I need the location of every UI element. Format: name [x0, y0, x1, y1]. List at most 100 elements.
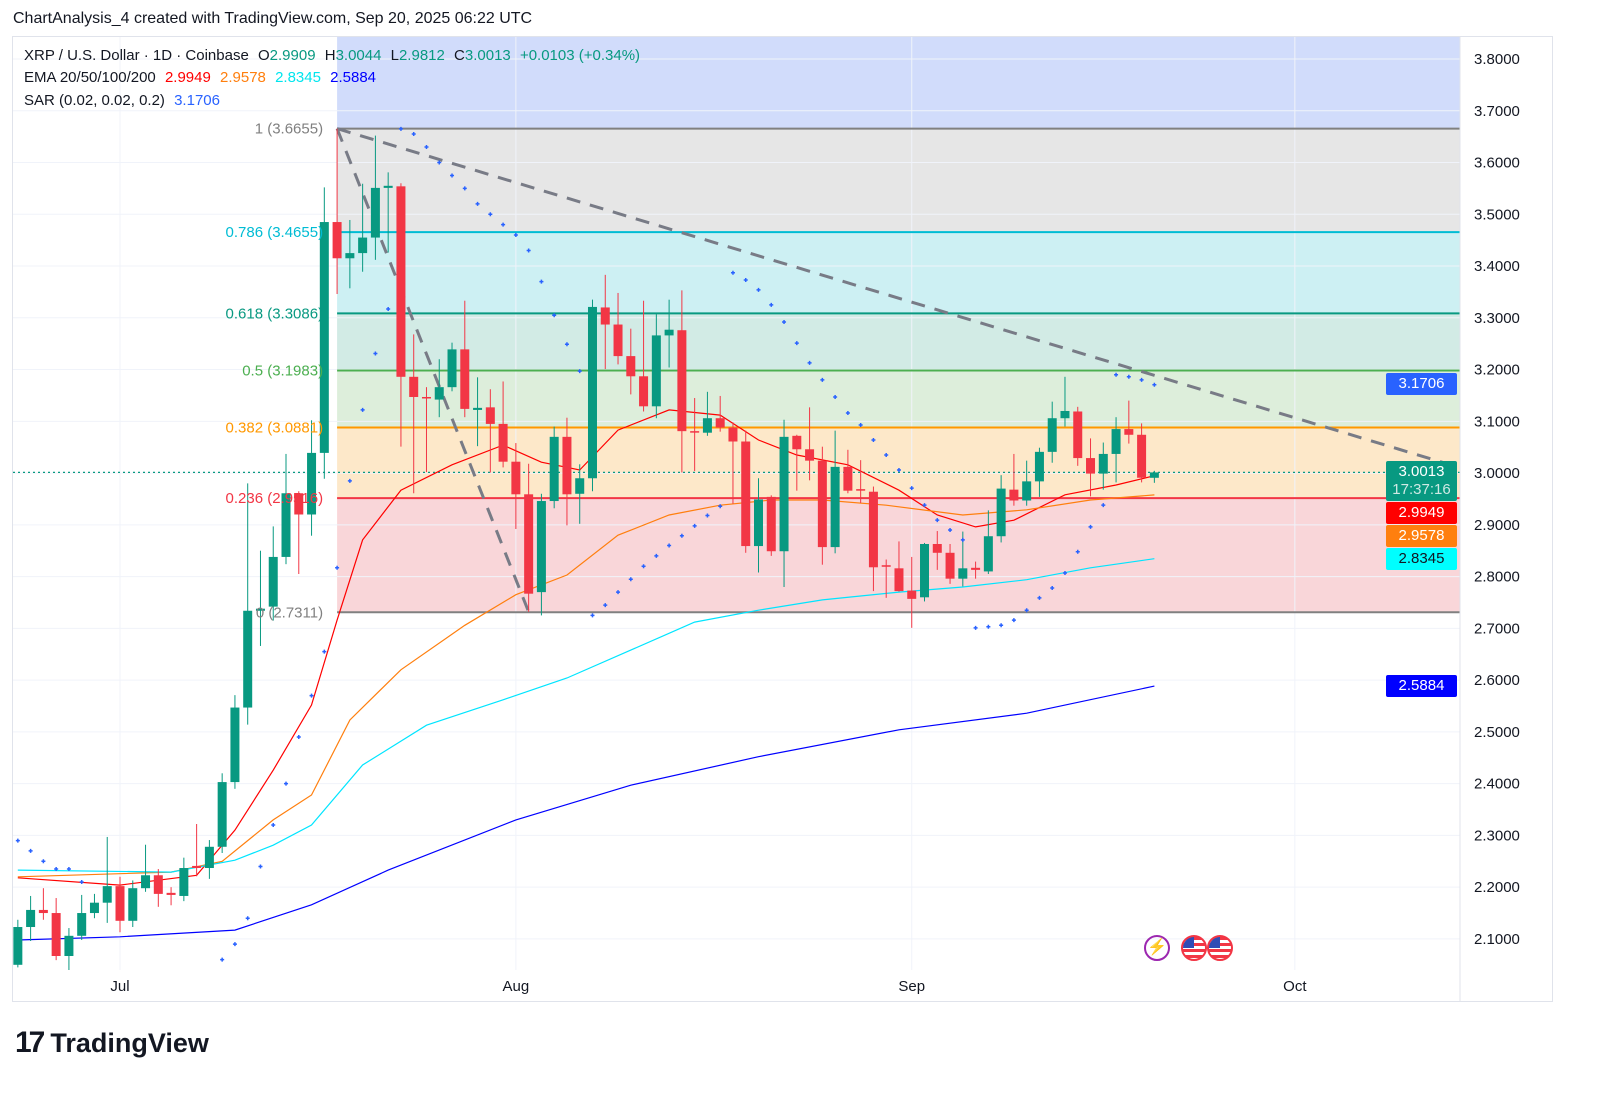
- sar-price-tag: 3.1706: [1386, 373, 1457, 395]
- open-label: O: [257, 47, 270, 64]
- candle-down: [166, 892, 176, 895]
- high-label: H: [324, 47, 336, 64]
- sar-dot: [1050, 585, 1055, 590]
- sar-dot: [335, 565, 340, 570]
- sar-dot: [845, 411, 850, 416]
- fib-level-label: 0.618 (3.3086): [226, 305, 324, 322]
- candle-down: [1137, 434, 1147, 478]
- candle-up: [345, 253, 355, 259]
- us-flag-icon[interactable]: [1181, 935, 1207, 961]
- candle-up: [13, 927, 23, 965]
- candle-up: [651, 335, 661, 407]
- sar-dot: [679, 533, 684, 538]
- sar-value: 3.1706: [174, 92, 220, 109]
- fib-zone: [337, 313, 1460, 371]
- sar-dot: [871, 437, 876, 442]
- sar-dot: [986, 624, 991, 629]
- sar-dot: [373, 351, 378, 356]
- sar-dot: [15, 838, 20, 843]
- sar-dot: [1114, 372, 1119, 377]
- sar-dot: [347, 478, 352, 483]
- fib-level-label: 0.786 (3.4655): [226, 224, 324, 241]
- sar-dot: [398, 126, 403, 131]
- candle-down: [945, 552, 955, 579]
- sar-dot: [641, 564, 646, 569]
- candle-down: [51, 913, 61, 957]
- y-tick-label: 2.6000: [1474, 672, 1520, 689]
- sar-dot: [539, 279, 544, 284]
- candle-up: [996, 488, 1006, 537]
- candle-up: [1060, 410, 1070, 419]
- candle-down: [728, 427, 738, 442]
- sar-dot: [948, 528, 953, 533]
- sar-dot: [1088, 524, 1093, 529]
- candle-up: [983, 536, 993, 572]
- sar-dot: [922, 503, 927, 508]
- sar-dot: [858, 422, 863, 427]
- lightning-icon[interactable]: ⚡: [1144, 935, 1170, 961]
- axes: 2.1000 2.2000 2.3000 2.4000 2.5000 2.6000 2.70…: [110, 36, 1520, 1002]
- fib-zone: [337, 232, 1460, 314]
- candle-down: [741, 441, 751, 547]
- low-label: L: [390, 47, 399, 64]
- y-tick-label: 3.4000: [1474, 258, 1520, 275]
- sar-dot: [730, 270, 735, 275]
- legend-sar-row[interactable]: SAR (0.02, 0.02, 0.2) 3.1706: [24, 92, 225, 109]
- x-tick-label: Aug: [503, 978, 530, 995]
- ema200-price-tag: 2.5884: [1386, 675, 1457, 697]
- sar-dot: [705, 513, 710, 518]
- candle-down: [511, 461, 521, 495]
- sar-dot: [360, 407, 365, 412]
- candle-down: [843, 466, 853, 491]
- sar-dot: [41, 859, 46, 864]
- y-tick-label: 3.6000: [1474, 155, 1520, 172]
- sar-dot: [769, 302, 774, 307]
- chart-caption: ChartAnalysis_4 created with TradingView…: [13, 10, 533, 27]
- trendline: [335, 128, 531, 613]
- candle-up: [434, 387, 444, 400]
- candle-up: [702, 418, 712, 433]
- sar-dot: [935, 518, 940, 523]
- sar-dot: [1011, 618, 1016, 623]
- sar-dots: [15, 126, 1157, 962]
- symbol-name[interactable]: XRP / U.S. Dollar · 1D · Coinbase: [24, 47, 249, 64]
- sar-dot: [220, 957, 225, 962]
- y-tick-label: 2.2000: [1474, 879, 1520, 896]
- candle-up: [102, 886, 112, 903]
- sar-dot: [488, 212, 493, 217]
- us-flag-icon[interactable]: [1207, 935, 1233, 961]
- sar-dot: [896, 467, 901, 472]
- fib-zone: [337, 427, 1460, 499]
- y-tick-label: 2.1000: [1474, 931, 1520, 948]
- ema20-price-tag: 2.9949: [1386, 502, 1457, 524]
- legend-ema-row[interactable]: EMA 20/50/100/200 2.9949 2.9578 2.8345 2…: [24, 69, 381, 86]
- sar-dot: [66, 867, 71, 872]
- ema-lines: [17, 409, 1155, 941]
- fib-levels: [13, 127, 1460, 614]
- y-tick-label: 3.7000: [1474, 103, 1520, 120]
- sar-dot: [782, 319, 787, 324]
- candle-down: [868, 491, 878, 568]
- candle-down: [856, 489, 866, 491]
- candle-up: [370, 187, 380, 238]
- sar-dot: [718, 504, 723, 509]
- candle-down: [817, 460, 827, 548]
- sar-dot: [603, 603, 608, 608]
- change-value: +0.0103 (+0.34%): [519, 47, 641, 64]
- candle-down: [409, 376, 419, 397]
- ema-line-ema200: [17, 685, 1155, 941]
- fib-zone: [337, 128, 1460, 233]
- sar-dot: [271, 823, 276, 828]
- sar-dot: [411, 132, 416, 137]
- y-tick-label: 2.3000: [1474, 827, 1520, 844]
- sar-dot: [501, 222, 506, 227]
- sar-dot: [462, 186, 467, 191]
- candle-down: [38, 909, 48, 914]
- sar-dot: [807, 360, 812, 365]
- candle-up: [179, 868, 189, 896]
- tradingview-logo[interactable]: 17 TradingView: [15, 1026, 209, 1060]
- candle-down: [613, 324, 623, 357]
- y-tick-label: 2.8000: [1474, 569, 1520, 586]
- sar-dot: [564, 342, 569, 347]
